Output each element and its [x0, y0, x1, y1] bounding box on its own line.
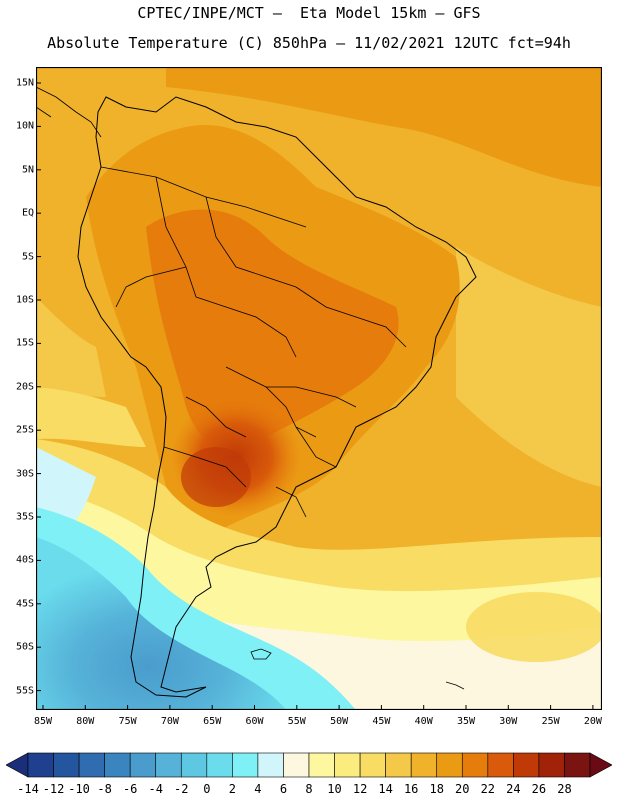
lon-label: 35W	[456, 716, 476, 727]
colorbar-label: 4	[254, 782, 262, 796]
lon-label: 30W	[499, 716, 518, 727]
falkland-islands	[250, 648, 272, 660]
colorbar-swatch	[257, 752, 284, 778]
colorbar-label: 22	[480, 782, 496, 796]
colorbar-swatch	[385, 752, 412, 778]
temperature-map	[36, 67, 602, 710]
lat-label: 20S	[15, 381, 34, 393]
lat-label: EQ	[21, 207, 34, 219]
lon-label: 60W	[245, 716, 264, 727]
colorbar-swatch	[334, 752, 361, 778]
lon-label: 40W	[414, 716, 433, 727]
lat-label: 40S	[15, 554, 34, 566]
lat-label: 5N	[21, 164, 34, 176]
lat-label: 15S	[15, 337, 34, 349]
lat-label: 5S	[21, 251, 34, 263]
colorbar-label: -12	[42, 782, 65, 796]
field-cold-core	[36, 537, 286, 710]
colorbar-swatch	[461, 752, 489, 778]
lon-label: 20W	[583, 716, 602, 727]
field-pacific-14	[36, 297, 106, 397]
lat-label: 25S	[15, 424, 34, 436]
colorbar-label: 2	[228, 782, 236, 796]
colorbar-label: -14	[17, 782, 39, 796]
map-panel	[36, 67, 602, 710]
lat-label: 10N	[15, 120, 34, 132]
colorbar-swatch	[487, 752, 514, 778]
colorbar-label: 8	[305, 782, 313, 796]
colorbar-label: -10	[68, 782, 90, 796]
colorbar-swatch	[104, 752, 131, 778]
axis-ticks	[36, 82, 594, 710]
south-georgia	[445, 681, 465, 690]
continent-outline	[77, 96, 477, 698]
colorbar-label: -6	[122, 782, 138, 796]
lon-label: 55W	[287, 716, 306, 727]
field-pacific-12	[36, 387, 146, 447]
field-north-18	[166, 67, 602, 187]
colorbar-high-arrow	[589, 752, 612, 778]
colorbar-swatch	[206, 752, 233, 778]
chart-title-line1: CPTEC/INPE/MCT – Eta Model 15km – GFS	[137, 4, 481, 22]
lon-label: 85W	[33, 716, 53, 727]
field-atlantic-14	[456, 247, 602, 487]
colorbar-swatch	[564, 752, 591, 778]
colorbar-label: 28	[557, 782, 572, 796]
colorbar-label: 24	[506, 782, 521, 796]
lon-label: 75W	[118, 716, 137, 727]
lat-label: 10S	[15, 294, 34, 306]
colorbar-label: 14	[378, 782, 393, 796]
colorbar-swatch	[410, 752, 438, 778]
central-america-outline	[36, 86, 102, 138]
colorbar-low-arrow	[6, 752, 29, 778]
colorbar-swatch	[27, 752, 54, 778]
colorbar-label: -2	[174, 782, 189, 796]
colorbar-label: 20	[455, 782, 470, 796]
colorbar-label: 10	[327, 782, 342, 796]
lon-label: 80W	[76, 716, 95, 727]
colorbar-swatch	[283, 752, 310, 778]
lat-label: 50S	[15, 641, 34, 653]
field-satl-warm	[466, 592, 602, 662]
colorbar-swatch	[436, 752, 463, 778]
lon-label: 50W	[330, 716, 349, 727]
map-frame	[36, 67, 602, 710]
colorbar-swatch	[232, 752, 259, 778]
lat-label: 15N	[15, 77, 34, 89]
colorbar-swatch	[155, 752, 182, 778]
lon-label: 25W	[541, 716, 560, 727]
lat-label: 45S	[15, 598, 34, 610]
colorbar-label: -4	[148, 782, 163, 796]
field-hot-core-24	[181, 447, 251, 507]
field-continent-20	[146, 209, 399, 450]
lat-label: 55S	[15, 685, 34, 697]
lon-label: 65W	[203, 716, 222, 727]
country-borders	[100, 166, 407, 518]
chart-title-line2: Absolute Temperature (C) 850hPa – 11/02/…	[47, 34, 571, 52]
lat-label: 30S	[15, 468, 34, 480]
lon-label: 70W	[160, 716, 179, 727]
colorbar-swatch	[359, 752, 386, 778]
colorbar-swatch	[78, 752, 105, 778]
colorbar-swatch	[53, 752, 80, 778]
colorbar-swatch	[538, 752, 565, 778]
colorbar-label: 18	[429, 782, 444, 796]
colorbar-label: 0	[203, 782, 211, 796]
colorbar-swatch	[180, 752, 208, 778]
colorbar-label: 26	[531, 782, 547, 796]
colorbar	[6, 752, 612, 778]
lat-label: 35S	[15, 511, 34, 523]
colorbar-swatch	[308, 752, 335, 778]
colorbar-label: 6	[279, 782, 288, 796]
lon-label: 45W	[372, 716, 391, 727]
colorbar-swatch	[513, 752, 540, 778]
colorbar-label: 12	[352, 782, 368, 796]
colorbar-label: 16	[403, 782, 419, 796]
colorbar-swatch	[129, 752, 157, 778]
colorbar-label: -8	[97, 782, 112, 796]
